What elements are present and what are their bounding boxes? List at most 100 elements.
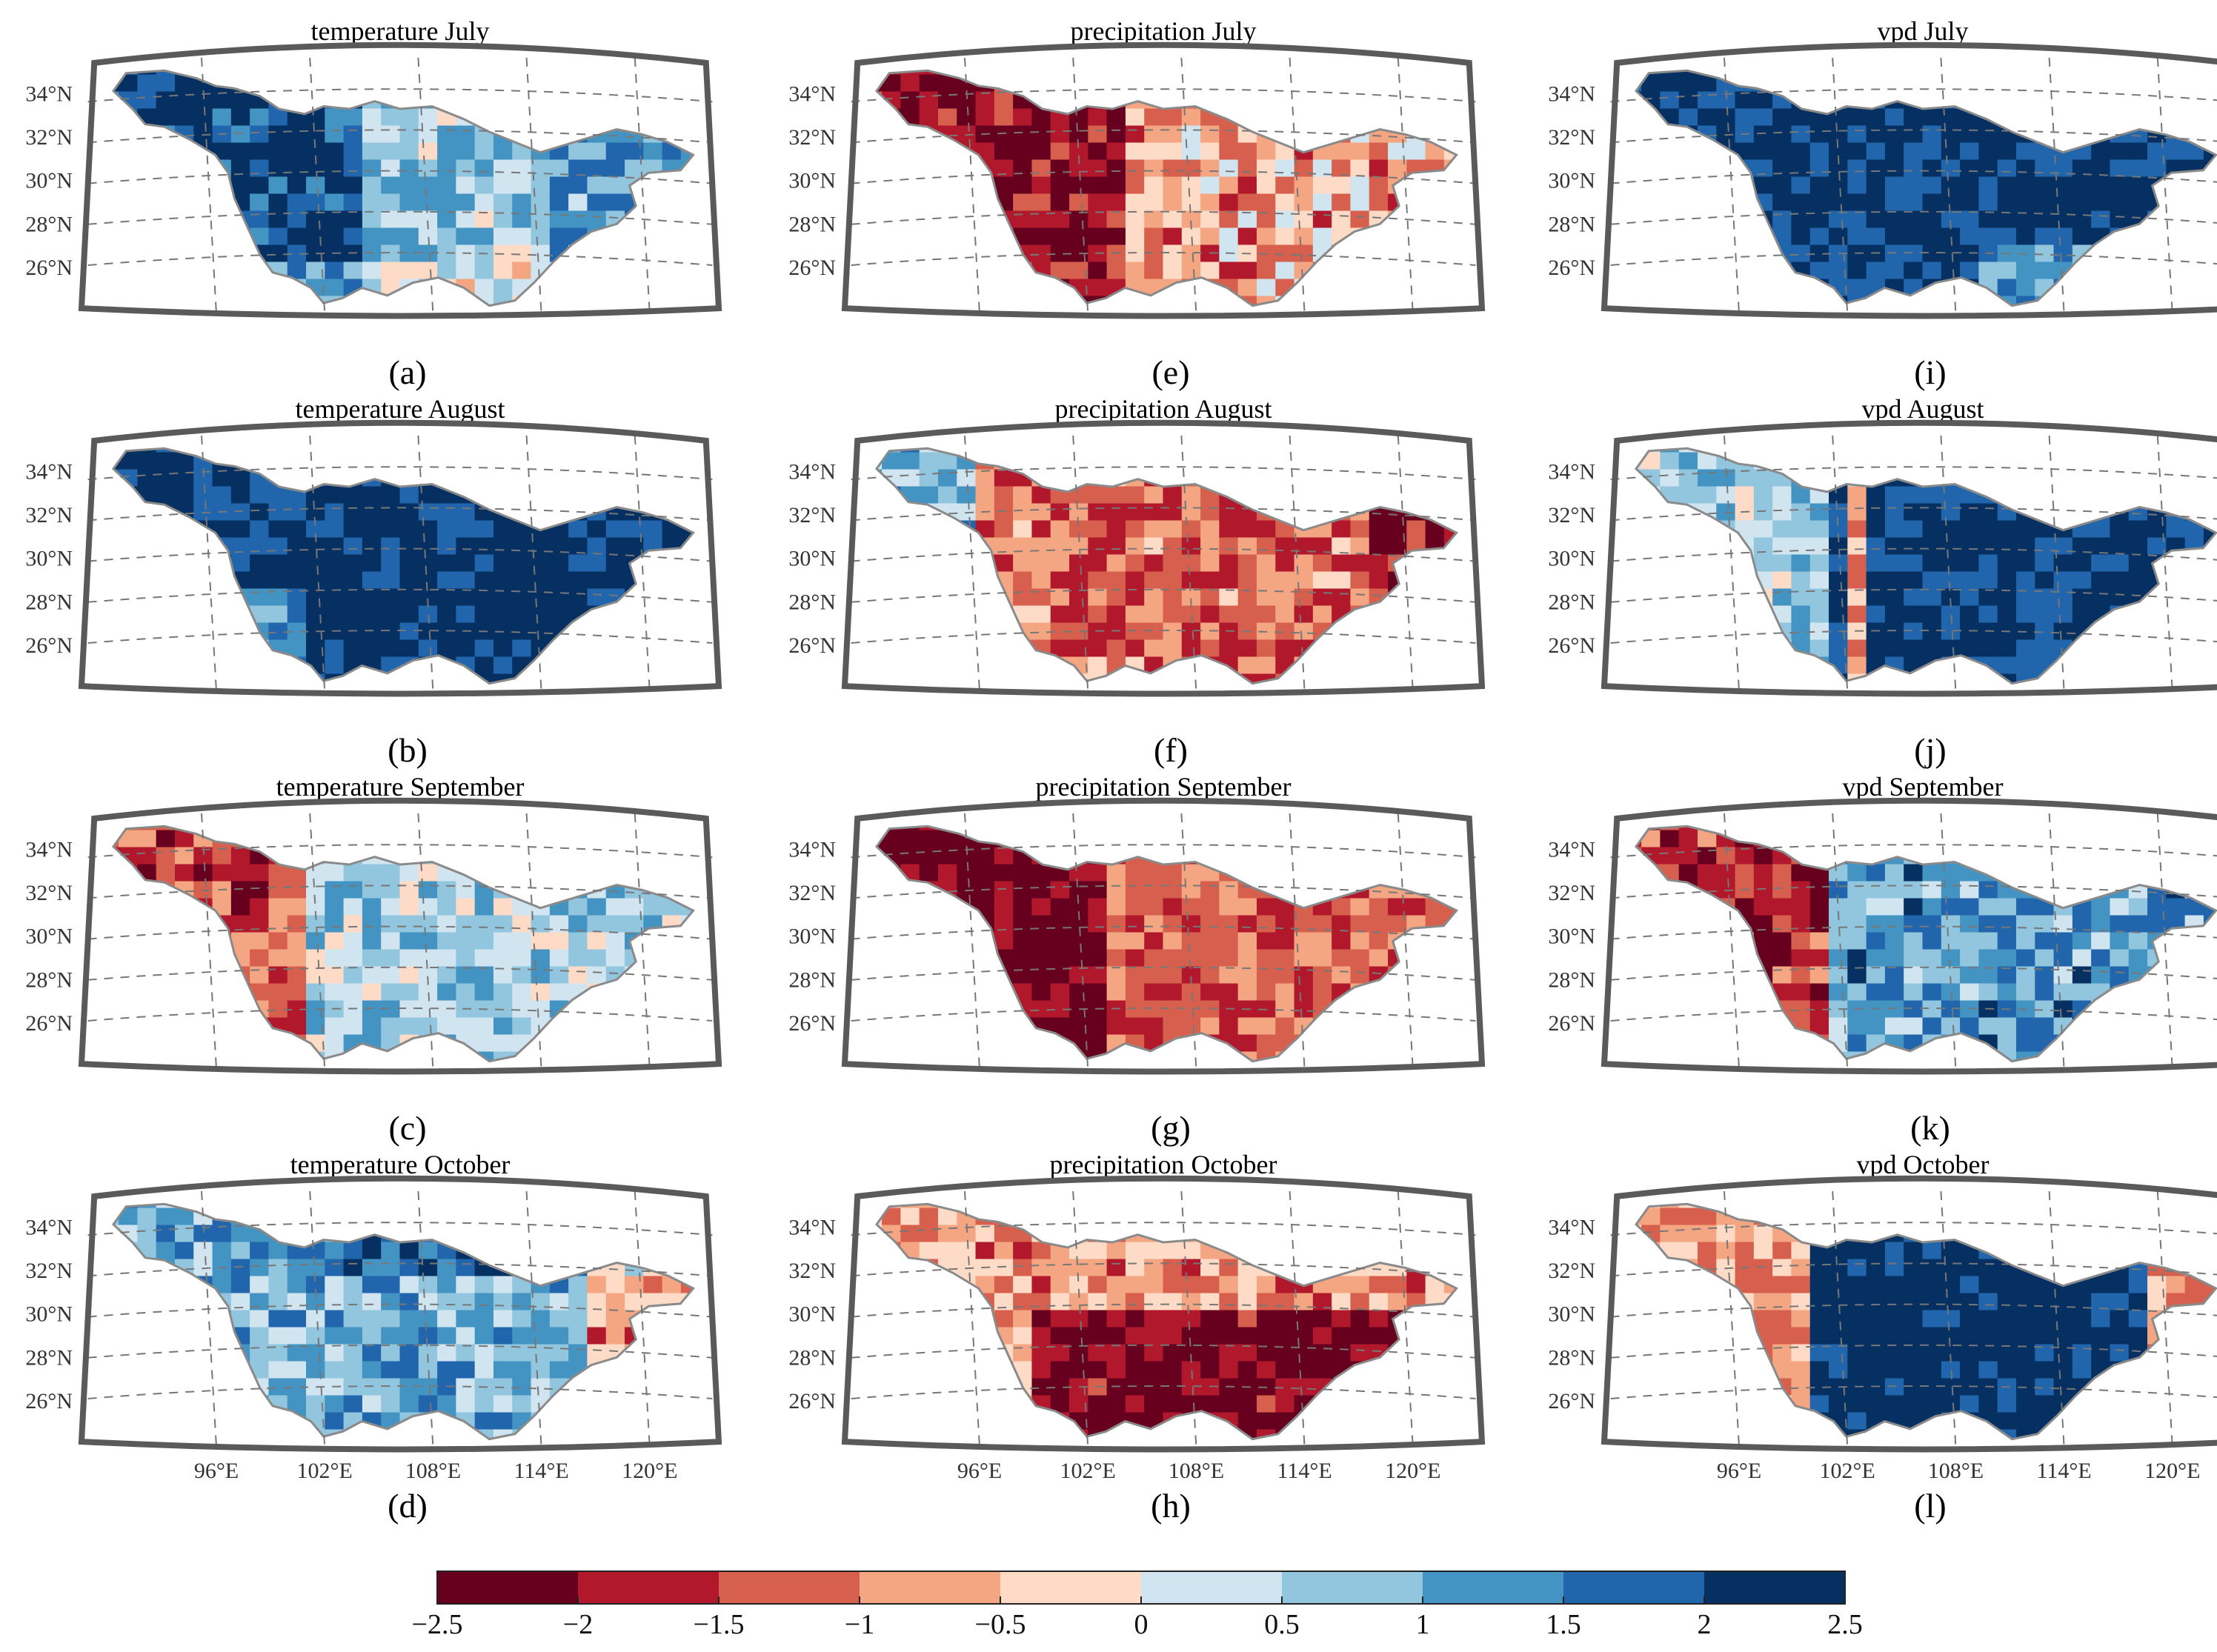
- heatmap-cell: [1275, 227, 1295, 246]
- heatmap-cell: [1219, 159, 1239, 178]
- lat-gridline: [87, 252, 713, 266]
- heatmap-cell: [2091, 176, 2111, 195]
- heatmap-cell: [1406, 639, 1426, 658]
- heatmap-cell: [250, 520, 270, 539]
- heatmap-cell: [882, 91, 902, 110]
- heatmap-cell: [549, 210, 570, 229]
- heatmap-cell: [1636, 176, 1643, 195]
- heatmap-cell: [2128, 262, 2149, 280]
- heatmap-cell: [1735, 469, 1755, 487]
- heatmap-cell: [1088, 983, 1108, 1002]
- heatmap-cell: [1219, 1276, 1239, 1294]
- heatmap-cell: [1106, 949, 1126, 967]
- lat-tick-label: 34°N: [25, 1215, 73, 1239]
- heatmap-cell: [119, 571, 139, 590]
- heatmap-cell: [568, 622, 588, 641]
- heatmap-cell: [1256, 1327, 1277, 1345]
- heatmap-cell: [2053, 70, 2073, 76]
- heatmap-cell: [212, 1204, 232, 1209]
- heatmap-cell: [399, 864, 419, 882]
- heatmap-cell: [1013, 826, 1033, 831]
- heatmap-cell: [250, 448, 270, 453]
- heatmap-cell: [1312, 639, 1333, 658]
- heatmap-cell: [113, 932, 120, 950]
- heatmap-cell: [1997, 210, 2017, 229]
- heatmap-cell: [119, 639, 139, 658]
- heatmap-cell: [1406, 1276, 1426, 1294]
- heatmap-cell: [937, 193, 958, 212]
- heatmap-cell: [1660, 503, 1680, 522]
- heatmap-cell: [437, 1395, 457, 1413]
- heatmap-cell: [1847, 227, 1867, 246]
- heatmap-cell: [268, 949, 288, 967]
- heatmap-cell: [1088, 1259, 1108, 1277]
- heatmap-cell: [877, 639, 883, 658]
- lat-gridline: [1610, 170, 2217, 184]
- heatmap-cell: [250, 210, 270, 229]
- heatmap-cell: [587, 1327, 607, 1345]
- heatmap-cell: [1443, 1327, 1457, 1345]
- heatmap-cell: [1144, 605, 1164, 624]
- heatmap-cell: [1388, 639, 1408, 658]
- heatmap-cell: [975, 486, 995, 504]
- heatmap-cell: [362, 1259, 382, 1277]
- heatmap-cell: [1735, 486, 1755, 504]
- heatmap-cell: [568, 830, 588, 848]
- heatmap-cell: [1219, 966, 1239, 985]
- heatmap-cell: [193, 244, 213, 263]
- heatmap-cell: [882, 1034, 902, 1053]
- heatmap-cell: [975, 193, 995, 212]
- heatmap-cell: [1443, 864, 1457, 882]
- heatmap-cell: [662, 1242, 682, 1260]
- heatmap-cell: [437, 1378, 457, 1396]
- heatmap-cell: [1294, 503, 1314, 522]
- heatmap-cell: [994, 983, 1014, 1002]
- heatmap-cell: [1256, 864, 1277, 882]
- heatmap-cell: [680, 1000, 694, 1019]
- heatmap-cell: [381, 898, 401, 916]
- heatmap-cell: [156, 639, 176, 658]
- heatmap-cell: [1088, 1204, 1108, 1209]
- heatmap-cell: [1791, 537, 1811, 556]
- heatmap-cell: [1256, 1395, 1277, 1413]
- heatmap-cell: [1163, 673, 1183, 684]
- heatmap-cell: [1350, 1293, 1370, 1311]
- heatmap-cell: [1050, 673, 1071, 684]
- heatmap-cell: [549, 588, 570, 607]
- heatmap-cell: [882, 1208, 902, 1226]
- heatmap-cell: [119, 452, 139, 470]
- lat-tick-label: 30°N: [788, 925, 836, 949]
- heatmap-cell: [174, 605, 195, 624]
- heatmap-cell: [568, 210, 588, 229]
- heatmap-cell: [605, 1000, 626, 1019]
- heatmap-cell: [1144, 673, 1164, 684]
- heatmap-cell: [1106, 537, 1126, 556]
- heatmap-cell: [119, 74, 139, 93]
- heatmap-cell: [549, 125, 570, 144]
- heatmap-cell: [1829, 571, 1849, 590]
- heatmap-cell: [437, 296, 457, 306]
- heatmap-cell: [1237, 70, 1257, 76]
- heatmap-cell: [877, 949, 883, 967]
- heatmap-cell: [605, 847, 626, 865]
- heatmap-cell: [587, 1276, 607, 1294]
- heatmap-cell: [230, 448, 251, 453]
- heatmap-cell: [1144, 881, 1164, 899]
- heatmap-cell: [605, 881, 626, 899]
- heatmap-cell: [1791, 279, 1811, 297]
- heatmap-cell: [456, 1361, 476, 1379]
- heatmap-cell: [587, 1242, 607, 1260]
- heatmap-cell: [343, 125, 363, 144]
- heatmap-cell: [1144, 1361, 1164, 1379]
- heatmap-cell: [549, 1344, 570, 1362]
- heatmap-cell: [1125, 108, 1146, 127]
- panel-label: (b): [388, 731, 428, 769]
- heatmap-cell: [680, 108, 694, 127]
- heatmap-cell: [512, 826, 532, 831]
- heatmap-cell: [549, 1378, 570, 1396]
- heatmap-cell: [975, 1017, 995, 1036]
- heatmap-cell: [975, 74, 995, 93]
- lat-gridline: [87, 844, 713, 859]
- heatmap-cell: [418, 898, 439, 916]
- heatmap-cell: [1443, 949, 1457, 967]
